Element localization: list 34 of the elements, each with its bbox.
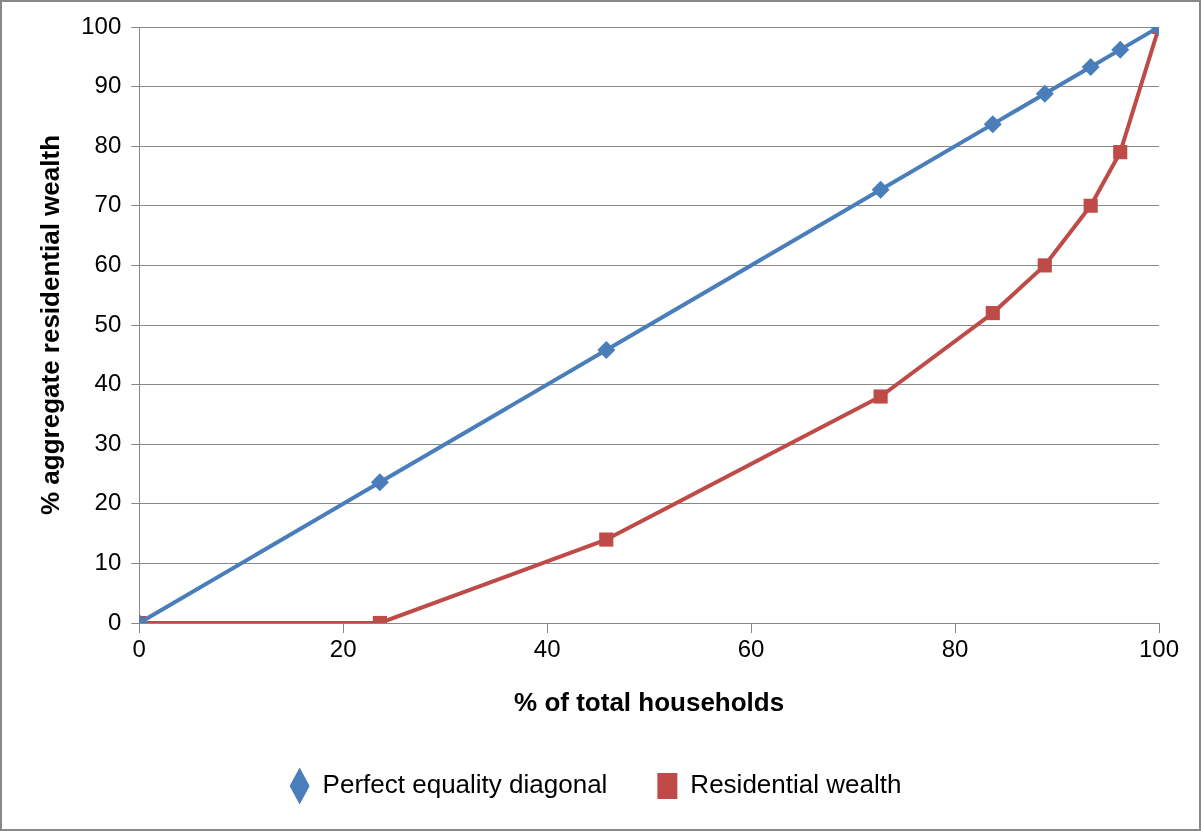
point [599, 532, 614, 547]
y-tick-label: 40 [94, 369, 122, 397]
x-tick-label: 40 [533, 635, 561, 663]
y-tick-label: 20 [94, 488, 122, 516]
x-tick-label: 60 [737, 635, 765, 663]
y-tick-label: 50 [94, 309, 122, 337]
point [983, 115, 1002, 134]
point [1035, 84, 1054, 103]
y-tick-label: 80 [94, 130, 122, 158]
legend-label: Residential wealth [690, 769, 902, 800]
point [370, 473, 389, 492]
x-axis-title: % of total households [514, 686, 785, 717]
y-axis-title: % aggregate residential wealth [34, 134, 65, 516]
legend-label: Perfect equality diagonal [322, 769, 608, 800]
x-tick-label: 80 [941, 635, 969, 663]
y-tick-label: 0 [107, 607, 122, 635]
point [597, 341, 616, 360]
point [985, 306, 1000, 321]
x-tick-label: 20 [329, 635, 357, 663]
point [1037, 258, 1052, 273]
point [1113, 145, 1128, 160]
point [1083, 198, 1098, 213]
y-tick-label: 30 [94, 428, 122, 456]
point [873, 389, 888, 404]
point [1111, 40, 1130, 59]
y-tick-label: 70 [94, 190, 122, 218]
point [871, 180, 890, 199]
y-tick-label: 60 [94, 250, 122, 278]
y-tick-label: 100 [81, 11, 122, 39]
x-tick-label: 100 [1138, 635, 1180, 663]
x-tick-label: 0 [132, 635, 146, 663]
point [1081, 57, 1100, 76]
y-tick-label: 10 [94, 548, 122, 576]
y-tick-label: 90 [94, 71, 122, 99]
